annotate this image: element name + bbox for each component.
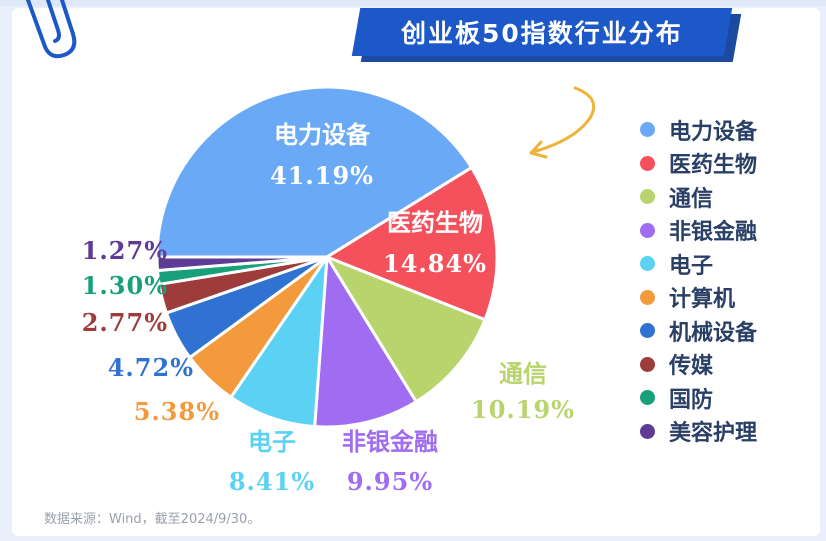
- legend-label: 非银金融: [669, 220, 758, 246]
- slice-name-label: 电力设备: [274, 121, 371, 149]
- slice-value-label: 9.95%: [347, 467, 433, 496]
- pie-slices: [155, 85, 499, 429]
- slice-name-label: 非银金融: [342, 428, 438, 456]
- legend-label: 国防: [669, 387, 714, 413]
- legend-swatch: [640, 122, 655, 138]
- legend-item: 医药生物: [640, 147, 757, 181]
- legend-label: 医药生物: [669, 153, 758, 179]
- legend-item: 国防: [640, 381, 757, 415]
- chart-legend: 电力设备医药生物通信非银金融电子计算机机械设备传媒国防美容护理: [640, 113, 757, 448]
- slice-value-label: 10.19%: [471, 395, 575, 424]
- legend-item: 美容护理: [640, 415, 757, 449]
- legend-label: 美容护理: [669, 421, 758, 447]
- legend-swatch: [640, 289, 655, 305]
- pie-slice: [325, 255, 487, 404]
- legend-label: 计算机: [669, 287, 736, 313]
- top-strip: [0, 0, 826, 6]
- legend-swatch: [640, 155, 655, 171]
- legend-swatch: [640, 356, 655, 372]
- pie-slice: [313, 255, 418, 429]
- legend-item: 机械设备: [640, 314, 757, 348]
- legend-label: 通信: [669, 186, 714, 212]
- pie-slice: [229, 255, 329, 429]
- pointer-arrow-head-icon: [529, 140, 548, 159]
- paper-clip-icon: [26, 0, 77, 59]
- legend-item: 非银金融: [640, 214, 757, 248]
- slice-value-label: 5.38%: [134, 397, 220, 426]
- legend-swatch: [640, 423, 655, 439]
- slice-name-label: 电子: [248, 428, 296, 456]
- legend-swatch: [640, 323, 655, 339]
- legend-swatch: [640, 390, 655, 406]
- source-note: 数据来源：Wind，截至2024/9/30。: [44, 512, 261, 527]
- pie-slice: [155, 255, 329, 273]
- slice-value-label: 14.84%: [383, 249, 487, 278]
- legend-label: 电子: [669, 253, 714, 279]
- legend-item: 电力设备: [640, 113, 757, 147]
- slice-name-label: 通信: [499, 360, 547, 388]
- pointer-arrow-icon: [531, 86, 596, 154]
- legend-swatch: [640, 222, 655, 238]
- slice-value-label: 4.72%: [108, 353, 194, 382]
- legend-swatch: [640, 256, 655, 272]
- legend-item: 通信: [640, 180, 757, 214]
- legend-item: 传媒: [640, 348, 757, 382]
- slice-name-label: 医药生物: [387, 209, 483, 237]
- legend-label: 电力设备: [669, 119, 758, 145]
- slice-value-label: 8.41%: [229, 467, 315, 496]
- legend-swatch: [640, 189, 655, 205]
- slice-value-label: 1.27%: [82, 236, 168, 265]
- slice-value-label: 41.19%: [270, 161, 374, 190]
- legend-label: 传媒: [669, 354, 714, 380]
- slice-value-label: 2.77%: [82, 308, 168, 337]
- legend-item: 计算机: [640, 281, 757, 315]
- slice-value-label: 1.30%: [82, 271, 168, 300]
- pie-slice: [325, 166, 499, 322]
- pie-labels: 电力设备 41.19% 医药生物 14.84% 通信 10.19% 非银金融 9.95% 电子 8…: [82, 121, 575, 496]
- legend-item: 电子: [640, 247, 757, 281]
- legend-label: 机械设备: [669, 320, 758, 346]
